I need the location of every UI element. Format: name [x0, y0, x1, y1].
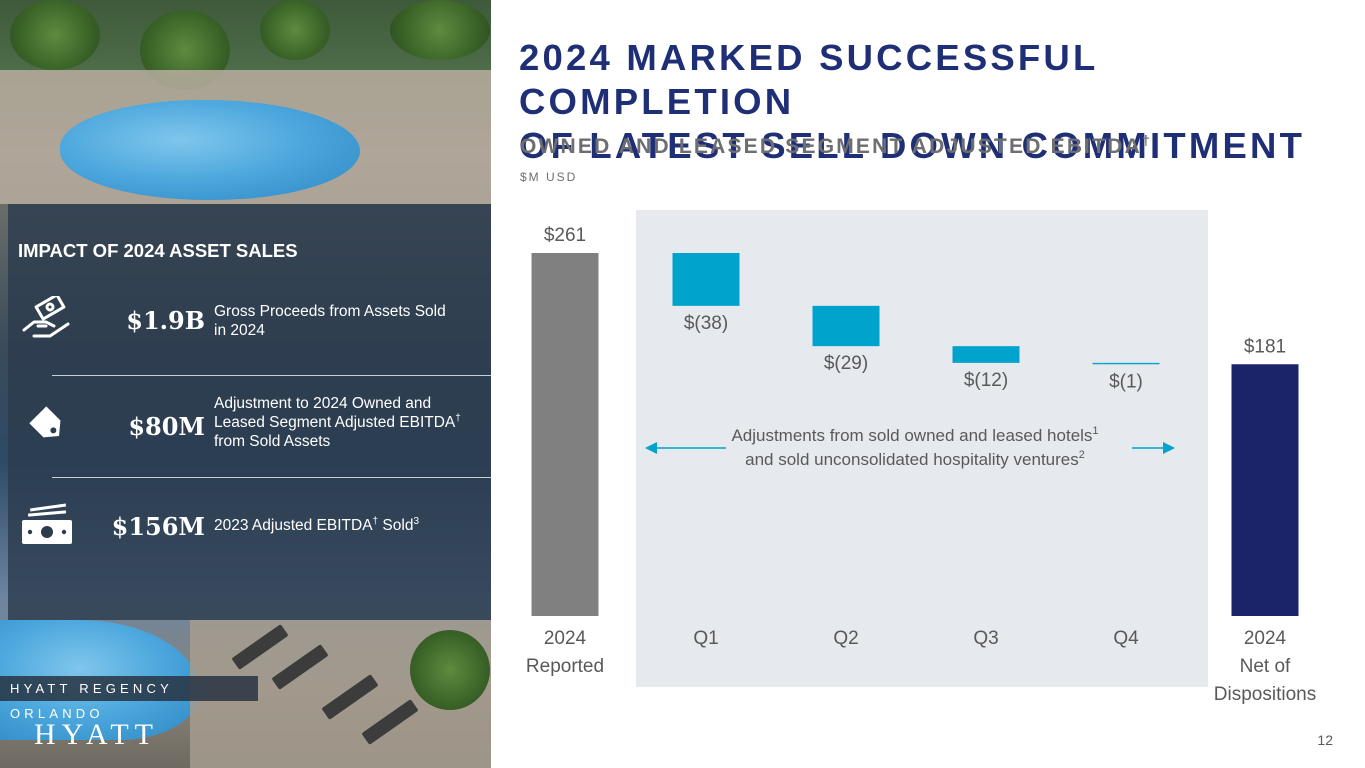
chart-annotation: Adjustments from sold owned and leased h…: [731, 425, 1098, 445]
category-label: Q2: [833, 628, 858, 649]
impact-value-proceeds: $1.9B: [126, 306, 205, 335]
bar-2024-net: [1231, 364, 1299, 616]
impact-desc-line: Leased Segment Adjusted EBITDA: [214, 414, 456, 431]
dagger-mark: †: [455, 412, 461, 424]
bar-q2: [812, 305, 880, 347]
page-title-line: 2024 MARKED SUCCESSFUL COMPLETION: [519, 37, 1098, 122]
data-label: $261: [544, 225, 586, 246]
page-number: 12: [1317, 732, 1333, 748]
dagger-mark: †: [1141, 132, 1152, 148]
data-label: $(29): [824, 353, 868, 374]
hyatt-logo: HYATT: [34, 718, 159, 751]
impact-title: IMPACT OF 2024 ASSET SALES: [18, 240, 298, 261]
impact-value-adjustment: $80M: [128, 412, 205, 441]
dagger-mark: †: [372, 515, 379, 527]
category-label: 2024: [544, 628, 587, 649]
cash-bill-icon: [22, 503, 72, 544]
impact-desc-line: 2023 Adjusted EBITDA: [214, 517, 373, 534]
price-tag-icon: [29, 406, 61, 438]
impact-desc-adjustment: Adjustment to 2024 Owned and Leased Segm…: [214, 394, 474, 451]
impact-desc-line: Sold: [378, 517, 414, 534]
bar-2024-reported: [531, 253, 599, 616]
divider: [52, 477, 491, 478]
category-label: Q4: [1113, 628, 1139, 649]
chart-canvas: $261 2024 Reported $(38) Q1 $(29) Q2 $(12) Q3 $(1…: [526, 210, 1316, 705]
data-label: $181: [1244, 336, 1286, 357]
category-label: Dispositions: [1214, 684, 1316, 705]
data-label: $(12): [964, 370, 1008, 391]
impact-desc-line: Gross Proceeds from Assets Sold: [214, 303, 446, 320]
category-label: Net of: [1240, 656, 1291, 677]
money-hand-icon: [22, 296, 70, 338]
impact-desc-sold: 2023 Adjusted EBITDA† Sold3: [214, 516, 474, 535]
bar-q4: [1092, 362, 1160, 365]
impact-value-sold: $156M: [111, 512, 205, 541]
footnote-mark: 3: [413, 515, 420, 527]
impact-desc-line: from Sold Assets: [214, 433, 331, 450]
category-label: Q3: [973, 628, 998, 649]
impact-panel: IMPACT OF 2024 ASSET SALES $1.9B Gross P…: [8, 204, 491, 620]
bar-q3: [952, 346, 1020, 363]
location-caption: HYATT REGENCY ORLANDO: [0, 676, 258, 721]
impact-desc-line: in 2024: [214, 322, 265, 339]
chart-subtitle: OWNED AND LEASED SEGMENT ADJUSTED EBITDA…: [520, 132, 1152, 159]
page-title: 2024 MARKED SUCCESSFUL COMPLETION OF LAT…: [519, 36, 1349, 168]
chart-annotation: and sold unconsolidated hospitality vent…: [745, 449, 1085, 469]
divider: [52, 375, 491, 376]
category-label: 2024: [1244, 628, 1287, 649]
hotel-photo: IMPACT OF 2024 ASSET SALES $1.9B Gross P…: [0, 0, 491, 768]
data-label: $(1): [1109, 371, 1143, 392]
category-label: Reported: [526, 656, 604, 677]
data-label: $(38): [684, 313, 728, 334]
page-title-line: OF LATEST SELL DOWN COMMITMENT: [519, 125, 1306, 166]
chart-subtitle-text: OWNED AND LEASED SEGMENT ADJUSTED EBITDA: [520, 135, 1142, 158]
category-label: Q1: [693, 628, 718, 649]
impact-desc-line: Adjustment to 2024 Owned and: [214, 395, 432, 412]
impact-desc-proceeds: Gross Proceeds from Assets Sold in 2024: [214, 302, 474, 340]
bar-q1: [672, 253, 740, 306]
waterfall-chart: $261 2024 Reported $(38) Q1 $(29) Q2 $(12) Q3 $(1…: [500, 200, 1340, 720]
unit-label: $M USD: [520, 170, 578, 184]
